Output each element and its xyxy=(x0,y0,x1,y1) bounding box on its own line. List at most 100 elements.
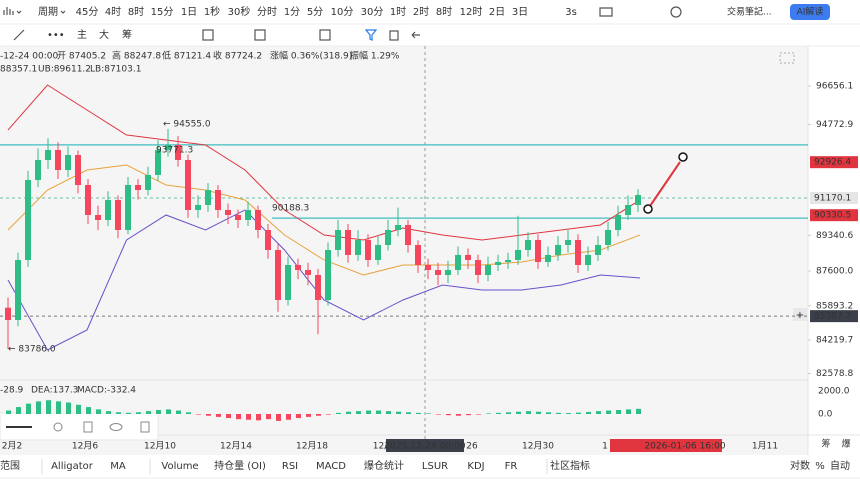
tab[interactable]: RSI xyxy=(282,461,298,472)
period[interactable]: 8时 xyxy=(128,6,144,18)
x-label: 26 xyxy=(466,442,478,452)
period[interactable]: 4时 xyxy=(105,6,121,18)
period[interactable]: 2日 xyxy=(489,7,505,18)
icon[interactable] xyxy=(140,421,150,433)
tool-icon[interactable] xyxy=(254,29,266,41)
scale-option[interactable]: 自动 xyxy=(830,459,850,472)
filter-icon[interactable] xyxy=(364,29,378,41)
corner-icon[interactable]: 筹 xyxy=(821,438,830,450)
overlay[interactable]: 筹 xyxy=(122,28,132,41)
plus-icon[interactable]: + xyxy=(796,310,804,321)
tab[interactable]: FR xyxy=(505,461,518,472)
undo-icon[interactable] xyxy=(411,31,420,39)
period[interactable]: 8时 xyxy=(436,6,452,18)
period[interactable]: 1秒 xyxy=(204,5,220,18)
period[interactable]: 10分 xyxy=(331,6,354,18)
macd-bar xyxy=(426,413,431,415)
period[interactable]: 2时 xyxy=(413,6,429,18)
period[interactable]: 45分 xyxy=(76,6,99,18)
tab[interactable]: 爆仓统计 xyxy=(364,459,404,472)
tab[interactable]: Volume xyxy=(161,461,198,472)
price-label: 85387.7 xyxy=(814,312,851,322)
macd-bar xyxy=(176,410,181,415)
candle-body xyxy=(255,209,261,230)
macd-legend: -28.9 xyxy=(0,386,24,396)
tab-bar xyxy=(0,455,860,490)
candle-body xyxy=(345,229,351,255)
candle-body xyxy=(45,149,51,160)
delete-icon[interactable] xyxy=(389,30,399,41)
more-icon[interactable]: ••• xyxy=(47,30,65,41)
add-button[interactable] xyxy=(793,308,807,321)
tab[interactable]: LSUR xyxy=(422,461,448,472)
anchor[interactable] xyxy=(678,152,688,162)
period[interactable]: 5分 xyxy=(307,6,323,18)
notes[interactable]: 交易筆記... xyxy=(727,6,772,18)
macd-bar xyxy=(346,411,351,415)
tool-icon[interactable] xyxy=(319,29,331,41)
candle-body xyxy=(325,249,331,300)
info-field: 开 87405.2 xyxy=(57,51,106,62)
candle-body xyxy=(425,264,431,270)
tab[interactable]: KDJ xyxy=(467,461,484,472)
band-legend: UB:89611.2 xyxy=(38,65,91,75)
overlay[interactable]: 大 xyxy=(99,28,109,41)
candle-body xyxy=(155,149,161,175)
tab[interactable]: 持仓量 (OI) xyxy=(214,459,266,472)
candle-body xyxy=(445,269,451,275)
tool-icon[interactable] xyxy=(202,29,214,41)
scale-option[interactable]: % xyxy=(815,461,825,472)
period[interactable]: 15分 xyxy=(151,6,174,18)
price-tag xyxy=(810,310,858,323)
macd-bar xyxy=(356,411,361,415)
candle-body xyxy=(75,154,81,185)
candle-body xyxy=(355,239,361,255)
period[interactable]: 1日 xyxy=(181,7,197,18)
tab[interactable]: MA xyxy=(110,461,126,472)
toolbar-icons[interactable] xyxy=(3,6,682,41)
macd-bar xyxy=(386,411,391,415)
period[interactable]: 1时 xyxy=(390,6,406,18)
period[interactable]: 30秒 xyxy=(228,5,251,18)
refresh[interactable]: 3s xyxy=(565,7,577,18)
ai-button[interactable] xyxy=(790,4,830,20)
icon[interactable] xyxy=(83,421,93,433)
macd-bar xyxy=(6,410,11,415)
anchor[interactable] xyxy=(643,204,653,214)
macd-bar xyxy=(636,408,641,415)
candle-body xyxy=(225,209,231,215)
overlay[interactable]: 主 xyxy=(77,29,87,41)
macd-bar xyxy=(256,414,261,421)
macd-bar xyxy=(96,409,101,415)
tab[interactable]: MACD xyxy=(316,461,346,472)
period-label[interactable]: 周期 xyxy=(38,6,58,18)
corner-icon[interactable]: 爆 xyxy=(841,438,850,450)
icon[interactable] xyxy=(109,423,123,431)
chevron[interactable] xyxy=(60,10,66,14)
period[interactable]: 12时 xyxy=(460,6,483,18)
x-label: 12月14 xyxy=(220,441,252,452)
tab[interactable]: Alligator xyxy=(51,461,94,472)
period[interactable]: 1分 xyxy=(284,6,300,18)
period[interactable]: 分时 xyxy=(257,6,277,18)
panel-icons[interactable] xyxy=(53,421,150,433)
tab[interactable]: 社区指标 xyxy=(550,459,590,472)
macd-bar xyxy=(586,411,591,415)
line-tool[interactable] xyxy=(13,29,25,41)
macd-bar xyxy=(36,401,41,415)
scale-option[interactable]: 对数 xyxy=(790,459,810,472)
macd-bar xyxy=(166,409,171,415)
period[interactable]: 30分 xyxy=(361,6,384,18)
macd-bar xyxy=(16,407,21,415)
chevron[interactable] xyxy=(16,10,22,14)
icon[interactable] xyxy=(53,422,63,432)
macd-bar xyxy=(576,412,581,415)
range-tab[interactable]: 范围 xyxy=(0,459,20,472)
candle-body xyxy=(465,254,471,260)
tool-icon[interactable] xyxy=(599,6,682,18)
cursor-tag xyxy=(610,439,722,452)
chart-type-icon[interactable] xyxy=(3,7,14,15)
period[interactable]: 3日 xyxy=(512,7,528,18)
ai-label[interactable]: AI解读 xyxy=(797,6,824,18)
candle-body xyxy=(135,184,141,190)
